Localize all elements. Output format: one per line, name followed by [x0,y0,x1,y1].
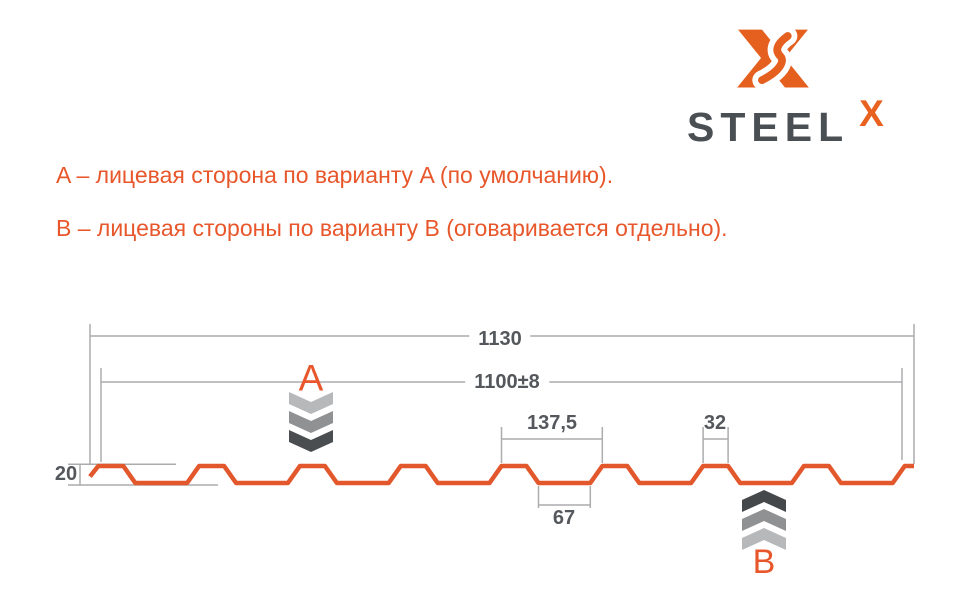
chevron-b-light [742,528,786,550]
chevron-a-dark [289,430,333,452]
logo-s-stroke [758,32,792,85]
dim-label-total-width: 1130 [469,328,531,350]
variant-a-marker-letter: A [298,357,324,399]
brand-name: STEEL X [687,95,884,150]
dim-label-valley-width: 67 [552,507,576,529]
variant-b-marker-letter: B [752,543,776,581]
chevron-b-dark [742,490,786,512]
note-variant-b: B – лицевая стороны по варианту B (огова… [56,215,728,241]
brand-steel-text: STEEL [687,104,850,150]
dim-label-working-width: 1100±8 [465,371,549,393]
chevron-a-mid [289,411,333,433]
brand-x-superscript: X [859,93,884,134]
note-variant-a: A – лицевая сторона по варианту A (по ум… [56,162,614,188]
variant-b-chevrons-icon [742,490,786,550]
chevron-a-light [289,392,333,414]
dim-label-profile-height: 20 [54,463,78,485]
dim-label-rib-top-width: 32 [703,412,727,434]
variant-a-chevrons-icon [289,392,333,452]
dim-label-rib-pitch: 137,5 [526,412,578,434]
profile-sheet-path [88,463,914,486]
steelx-logo-icon [737,26,809,90]
chevron-b-mid [742,509,786,531]
